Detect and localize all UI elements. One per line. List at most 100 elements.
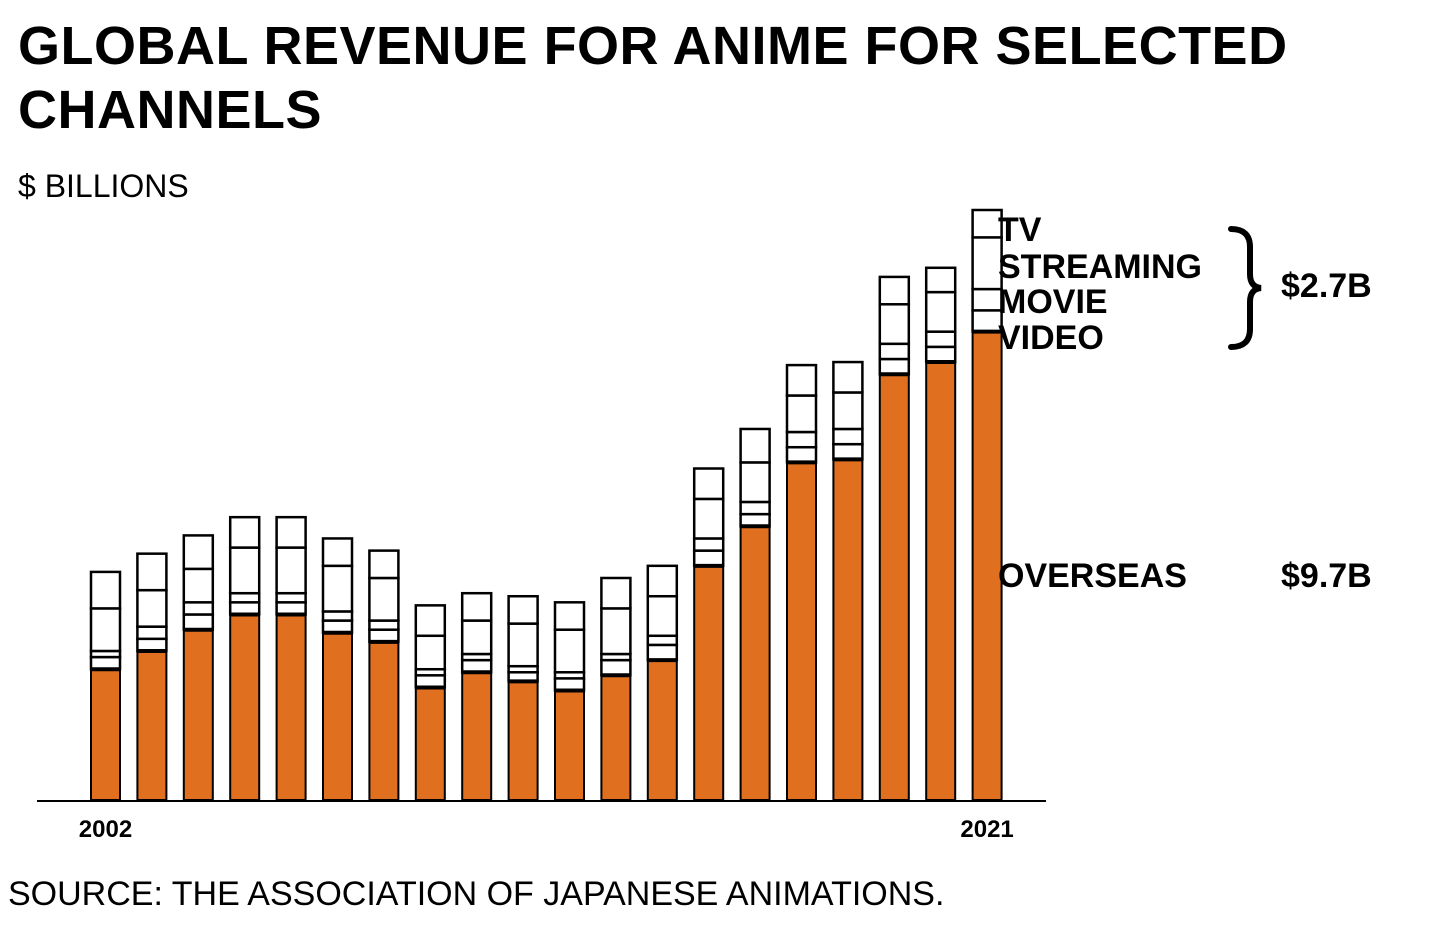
bar-segment-streaming-2020 xyxy=(924,290,957,333)
bar-segment-streaming-2010 xyxy=(460,619,493,656)
bar-segment-streaming-2016 xyxy=(739,461,771,504)
bar-segment-streaming-2003 xyxy=(136,588,168,628)
bar-segment-tv-2015 xyxy=(692,467,725,501)
bar-segment-video-2015 xyxy=(692,549,725,568)
bar-2021 xyxy=(971,208,1003,801)
bar-segment-video-2019 xyxy=(878,357,911,376)
bar-segment-tv-2003 xyxy=(136,552,168,592)
bar-2007 xyxy=(321,537,354,801)
bar-2005 xyxy=(228,515,261,802)
bar-2017 xyxy=(785,363,818,801)
bar-segment-overseas-2011 xyxy=(507,680,539,801)
bar-segment-tv-2017 xyxy=(785,363,818,397)
bar-segment-overseas-2010 xyxy=(461,671,493,802)
bar-segment-movie-2016 xyxy=(739,500,771,516)
bar-segment-movie-2006 xyxy=(275,591,307,604)
bar-segment-overseas-2005 xyxy=(229,613,261,802)
bar-segment-tv-2016 xyxy=(739,427,771,464)
bar-segment-tv-2018 xyxy=(832,360,864,394)
bar-segment-overseas-2006 xyxy=(275,613,307,802)
bar-segment-overseas-2017 xyxy=(786,461,817,801)
bar-segment-tv-2006 xyxy=(275,515,307,549)
bar-segment-video-2013 xyxy=(600,658,632,677)
bar-2006 xyxy=(275,515,307,802)
bar-segment-streaming-2005 xyxy=(228,546,261,595)
bar-segment-streaming-2012 xyxy=(553,628,586,674)
bar-segment-streaming-2014 xyxy=(646,594,679,638)
bar-segment-tv-2002 xyxy=(89,570,122,610)
bar-segment-streaming-2007 xyxy=(321,564,354,613)
bar-segment-streaming-2013 xyxy=(600,607,632,656)
chart-title: GLOBAL REVENUE FOR ANIME FOR SELECTED CH… xyxy=(18,16,1288,140)
bar-segment-overseas-2021 xyxy=(971,330,1003,801)
bar-segment-movie-2018 xyxy=(832,427,864,446)
bar-2015 xyxy=(692,467,725,802)
bar-segment-overseas-2002 xyxy=(90,668,121,801)
bar-2020 xyxy=(924,266,957,801)
bar-segment-streaming-2011 xyxy=(507,622,539,668)
bar-segment-tv-2021 xyxy=(971,208,1003,239)
legend-label-movie: MOVIE xyxy=(998,283,1108,321)
overseas-total-annotation: $9.7B xyxy=(1281,557,1372,595)
bar-segment-tv-2007 xyxy=(321,537,354,568)
bar-2008 xyxy=(368,549,400,801)
bar-segment-tv-2004 xyxy=(182,534,215,571)
brace-icon xyxy=(1228,226,1262,350)
bar-segment-streaming-2004 xyxy=(182,567,215,604)
bar-segment-tv-2019 xyxy=(878,275,911,306)
bar-segment-overseas-2008 xyxy=(368,640,400,801)
bar-segment-video-2020 xyxy=(924,345,957,364)
bar-segment-tv-2014 xyxy=(646,564,679,598)
bar-segment-movie-2019 xyxy=(878,342,911,361)
bar-segment-overseas-2015 xyxy=(693,564,725,802)
bar-segment-video-2017 xyxy=(785,445,818,464)
bar-segment-overseas-2012 xyxy=(554,689,585,801)
bar-segment-movie-2005 xyxy=(228,591,261,604)
bar-segment-overseas-2019 xyxy=(878,373,910,801)
legend-label-streaming: STREAMING xyxy=(998,248,1202,286)
other-total-annotation: $2.7B xyxy=(1281,267,1372,305)
bar-2019 xyxy=(878,275,911,801)
bars-group xyxy=(89,208,1003,802)
bar-2003 xyxy=(136,552,168,801)
bar-segment-overseas-2018 xyxy=(832,458,864,801)
bar-segment-movie-2004 xyxy=(182,601,215,616)
chart-subtitle: $ BILLIONS xyxy=(18,168,189,204)
bar-segment-overseas-2013 xyxy=(600,674,632,801)
bar-segment-video-2014 xyxy=(646,643,679,662)
bar-2011 xyxy=(507,594,539,801)
bar-segment-movie-2015 xyxy=(692,537,725,552)
bar-segment-movie-2007 xyxy=(321,610,354,622)
bar-2018 xyxy=(832,360,864,801)
bar-segment-streaming-2018 xyxy=(832,391,864,431)
bar-2004 xyxy=(182,534,215,802)
bar-segment-overseas-2009 xyxy=(414,686,446,802)
bar-segment-overseas-2020 xyxy=(925,361,957,801)
bar-segment-overseas-2007 xyxy=(322,631,353,801)
x-tick-label-2002: 2002 xyxy=(79,816,132,843)
bar-2009 xyxy=(414,604,447,802)
bar-segment-overseas-2016 xyxy=(739,525,771,801)
x-tick-label-2021: 2021 xyxy=(960,816,1013,843)
bar-segment-tv-2005 xyxy=(228,515,261,549)
bar-segment-overseas-2014 xyxy=(646,659,678,801)
bar-segment-tv-2009 xyxy=(414,604,447,638)
stacked-bar-chart: 2002 2021 TV STREAMING MOVIE VIDEO OVERSE… xyxy=(37,208,1372,843)
bar-segment-streaming-2015 xyxy=(692,497,725,540)
bar-2013 xyxy=(600,576,632,801)
bar-segment-streaming-2002 xyxy=(89,607,122,653)
bar-segment-video-2018 xyxy=(832,442,864,461)
bar-segment-streaming-2017 xyxy=(785,394,818,434)
bar-segment-tv-2008 xyxy=(368,549,400,580)
bar-2002 xyxy=(89,570,122,801)
bar-segment-streaming-2006 xyxy=(275,546,307,595)
legend-label-video: VIDEO xyxy=(998,319,1104,357)
x-tick-labels: 2002 2021 xyxy=(79,816,1014,843)
bar-segment-movie-2020 xyxy=(924,330,957,349)
bar-segment-streaming-2009 xyxy=(414,634,447,671)
bar-segment-overseas-2003 xyxy=(136,649,168,801)
bar-segment-movie-2008 xyxy=(368,619,400,631)
bar-segment-movie-2014 xyxy=(646,634,679,647)
bar-2010 xyxy=(460,591,493,802)
bar-segment-streaming-2008 xyxy=(368,576,400,622)
